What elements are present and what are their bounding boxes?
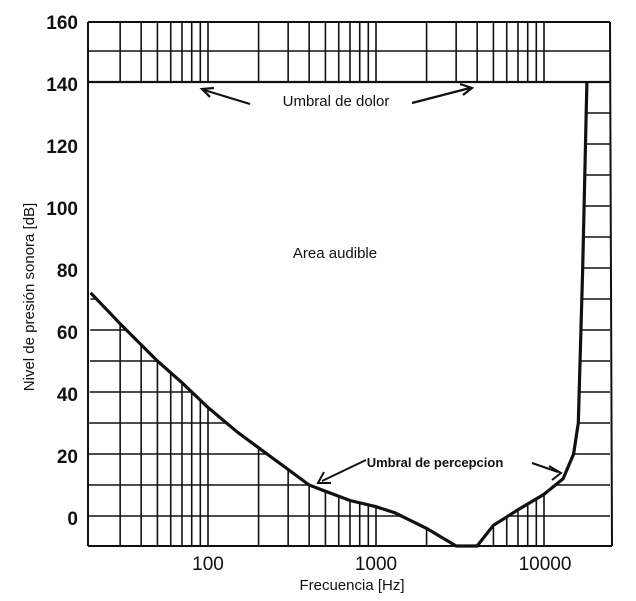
y-tick: 160 bbox=[46, 13, 78, 34]
y-tick: 140 bbox=[46, 75, 78, 96]
x-tick: 100 bbox=[192, 554, 224, 575]
pain-band-grid bbox=[88, 22, 610, 84]
audible-area-label: Area audible bbox=[293, 245, 377, 262]
y-tick: 100 bbox=[46, 199, 78, 220]
x-axis-label: Frecuencia [Hz] bbox=[299, 577, 404, 594]
y-tick: 0 bbox=[67, 509, 78, 530]
x-axis-ticks: 100 1000 10000 bbox=[192, 554, 571, 575]
y-tick: 80 bbox=[57, 261, 78, 282]
y-axis-ticks: 160 140 120 100 80 60 40 20 0 bbox=[46, 13, 78, 530]
y-tick: 20 bbox=[57, 447, 78, 468]
perception-threshold-label: Umbral de percepcion bbox=[367, 455, 504, 470]
y-tick: 60 bbox=[57, 323, 78, 344]
x-tick: 1000 bbox=[355, 554, 397, 575]
perception-arrows bbox=[316, 459, 563, 484]
y-tick: 40 bbox=[57, 385, 78, 406]
pain-arrows bbox=[199, 82, 475, 106]
y-axis-label: Nivel de presión sonora [dB] bbox=[21, 203, 38, 391]
x-tick: 10000 bbox=[519, 554, 572, 575]
pain-threshold-label: Umbral de dolor bbox=[283, 93, 390, 110]
plot-frame bbox=[87, 21, 613, 547]
y-tick: 120 bbox=[46, 137, 78, 158]
perception-threshold-curve bbox=[89, 81, 589, 548]
